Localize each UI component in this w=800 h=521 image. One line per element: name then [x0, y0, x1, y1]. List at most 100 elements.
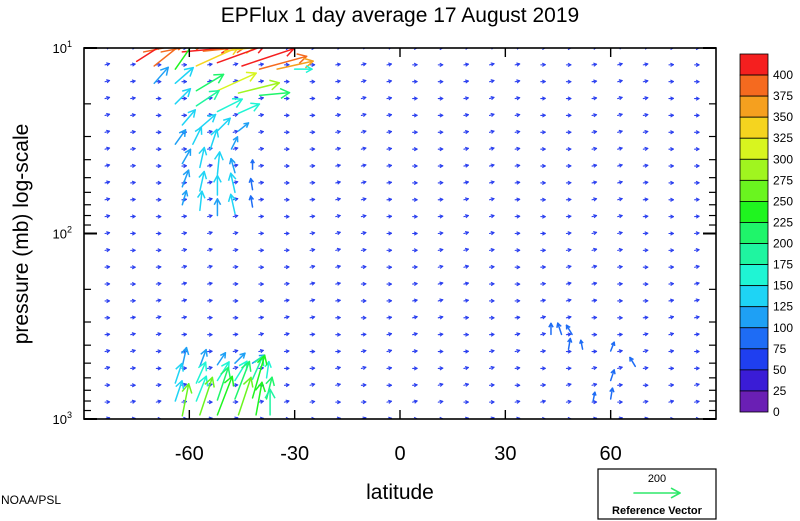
background-arrow	[386, 366, 393, 371]
y-tick-label: 103	[53, 410, 72, 427]
y-tick-label: 101	[53, 39, 72, 56]
colorbar-label: 100	[773, 321, 793, 335]
background-arrow	[258, 62, 264, 67]
data-vector	[251, 354, 268, 399]
background-arrow	[488, 180, 495, 185]
background-arrow	[540, 281, 546, 287]
background-arrow	[232, 231, 239, 236]
background-arrow	[488, 96, 495, 101]
background-vector-field	[104, 48, 700, 419]
background-arrow	[540, 265, 546, 270]
background-arrow	[386, 146, 393, 152]
background-arrow	[463, 197, 469, 202]
data-vector	[181, 169, 191, 188]
background-arrow	[591, 146, 598, 151]
data-vector	[609, 341, 616, 352]
background-arrow	[309, 231, 316, 236]
background-arrow	[104, 399, 111, 405]
background-arrow	[283, 366, 290, 371]
background-arrow	[181, 48, 187, 51]
background-arrow	[232, 146, 239, 151]
data-vector	[556, 322, 563, 336]
background-arrow	[668, 163, 675, 169]
background-arrow	[617, 399, 623, 405]
background-arrow	[130, 79, 136, 84]
background-arrow	[104, 62, 111, 67]
reference-vector-box: 200 Reference Vector	[597, 468, 717, 520]
background-arrow	[104, 247, 111, 253]
background-arrow	[309, 180, 316, 185]
background-arrow	[104, 197, 111, 202]
background-arrow	[617, 214, 623, 219]
background-arrow	[412, 180, 418, 186]
background-arrow	[514, 96, 521, 101]
background-arrow	[540, 180, 546, 186]
background-arrow	[155, 231, 162, 236]
colorbar-swatch	[739, 264, 769, 287]
background-arrow	[155, 298, 162, 303]
background-arrow	[283, 96, 290, 101]
x-tick-label: 30	[494, 443, 516, 465]
background-arrow	[335, 197, 341, 202]
background-arrow	[437, 247, 444, 253]
background-arrow	[232, 180, 239, 185]
background-arrow	[694, 48, 700, 51]
colorbar-swatch	[739, 390, 769, 413]
background-arrow	[335, 264, 341, 269]
background-arrow	[232, 281, 239, 287]
background-arrow	[642, 180, 649, 185]
background-arrow	[130, 113, 136, 118]
background-arrow	[540, 332, 546, 337]
background-arrow	[386, 214, 393, 219]
background-arrow	[412, 113, 418, 118]
background-arrow	[514, 62, 521, 67]
background-arrow	[540, 248, 546, 253]
background-arrow	[309, 96, 316, 101]
background-arrow	[642, 96, 649, 101]
background-arrow	[207, 281, 213, 286]
data-vector	[264, 360, 272, 379]
background-arrow	[463, 214, 469, 219]
data-vector	[237, 122, 250, 132]
background-arrow	[565, 332, 572, 337]
background-arrow	[360, 96, 367, 101]
background-arrow	[283, 180, 290, 186]
background-arrow	[130, 96, 136, 101]
background-arrow	[104, 180, 111, 185]
background-arrow	[642, 163, 649, 168]
background-arrow	[565, 130, 572, 135]
background-arrow	[283, 382, 290, 388]
background-arrow	[463, 146, 469, 151]
background-arrow	[694, 399, 700, 404]
background-arrow	[514, 197, 521, 202]
colorbar-label: 350	[773, 110, 793, 124]
background-arrow	[155, 214, 162, 219]
background-arrow	[514, 146, 521, 151]
background-arrow	[488, 112, 495, 118]
background-arrow	[309, 332, 316, 337]
background-arrow	[668, 332, 675, 337]
background-arrow	[207, 349, 213, 354]
background-arrow	[309, 281, 316, 286]
background-arrow	[155, 163, 162, 169]
data-vector	[237, 376, 254, 416]
colorbar-label: 225	[773, 215, 793, 229]
background-arrow	[668, 399, 675, 404]
background-arrow	[694, 180, 700, 185]
background-arrow	[335, 281, 341, 286]
background-arrow	[463, 247, 469, 252]
background-arrow	[565, 48, 572, 51]
background-arrow	[130, 298, 136, 303]
background-arrow	[617, 264, 623, 270]
background-arrow	[488, 365, 495, 370]
x-tick-label: -30	[280, 443, 309, 465]
background-arrow	[642, 62, 649, 67]
background-arrow	[283, 349, 290, 354]
background-arrow	[437, 366, 444, 371]
background-arrow	[642, 315, 649, 320]
background-arrow	[642, 79, 649, 84]
background-arrow	[232, 62, 239, 67]
background-arrow	[694, 147, 700, 152]
colorbar-label: 175	[773, 258, 793, 272]
